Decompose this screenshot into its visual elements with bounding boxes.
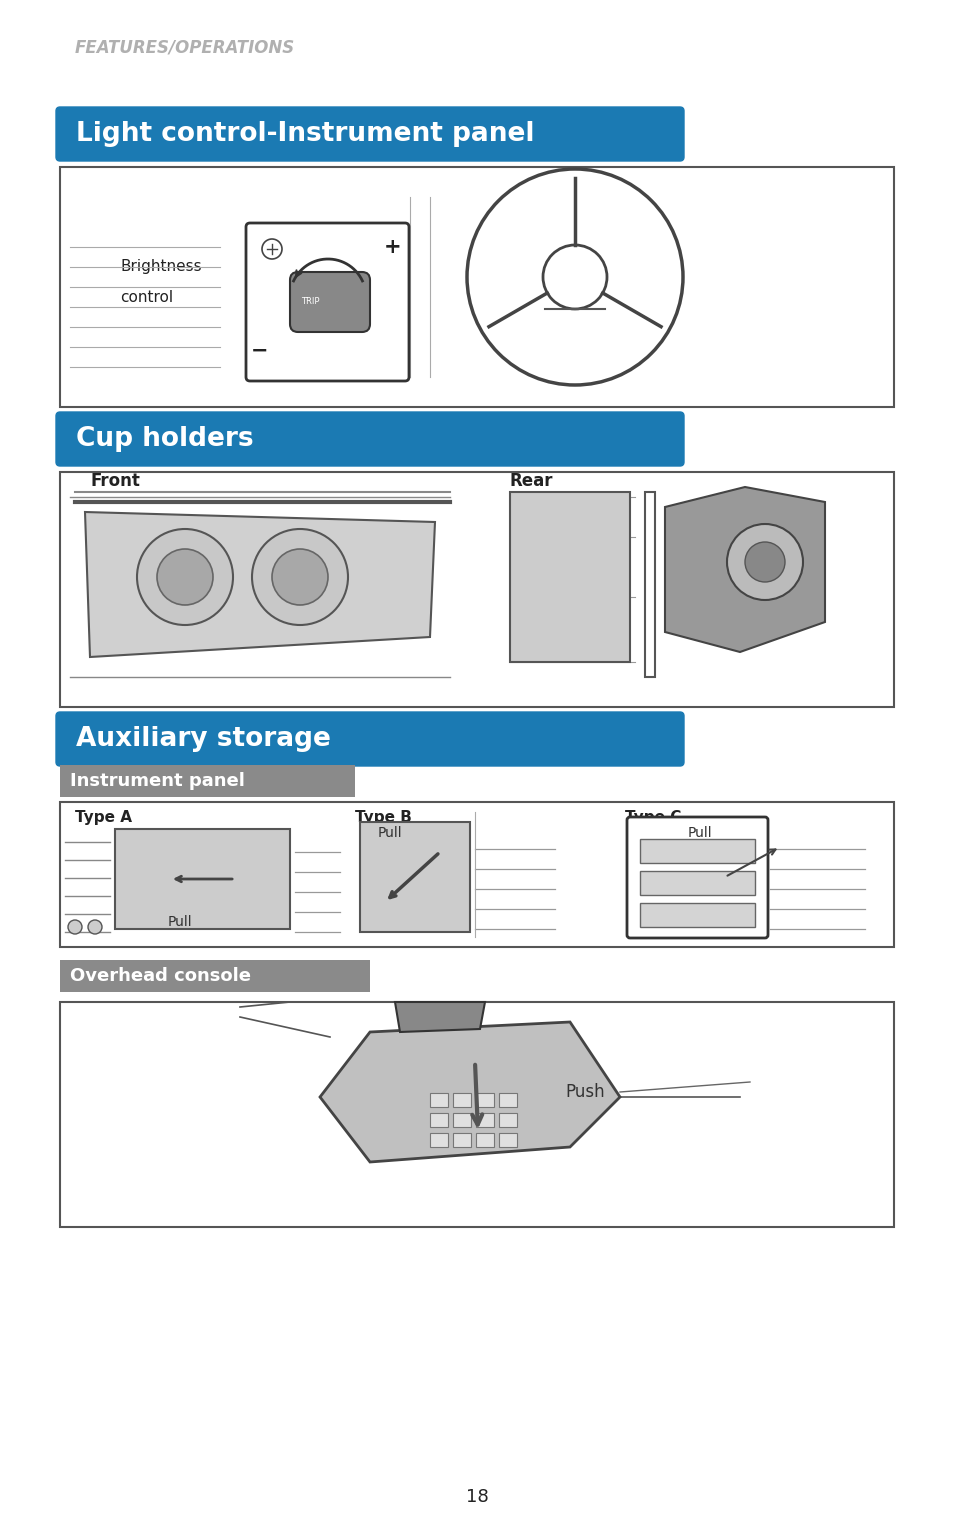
Text: +: + — [384, 237, 401, 257]
Bar — [430, 1093, 448, 1107]
Circle shape — [68, 919, 82, 935]
Text: Auxiliary storage: Auxiliary storage — [76, 725, 331, 751]
Bar — [453, 1133, 471, 1147]
Bar — [453, 1093, 471, 1107]
Bar — [498, 1093, 517, 1107]
FancyBboxPatch shape — [246, 223, 409, 382]
Text: TRIP: TRIP — [300, 298, 319, 307]
Text: Push: Push — [564, 1083, 604, 1101]
Circle shape — [744, 542, 784, 582]
Text: −: − — [251, 341, 269, 360]
Bar — [639, 902, 754, 927]
Bar — [510, 492, 629, 663]
Bar — [476, 1093, 494, 1107]
Polygon shape — [395, 1002, 484, 1032]
Text: Front: Front — [90, 472, 140, 490]
Text: Type B: Type B — [355, 809, 412, 825]
FancyBboxPatch shape — [56, 107, 683, 160]
Circle shape — [726, 524, 802, 600]
Bar — [60, 166, 893, 408]
Text: Type A: Type A — [75, 809, 132, 825]
Bar — [60, 472, 893, 707]
Bar — [644, 492, 655, 676]
Circle shape — [272, 550, 328, 605]
Bar — [498, 1113, 517, 1127]
Bar — [115, 829, 290, 928]
Text: Pull: Pull — [687, 826, 712, 840]
Circle shape — [88, 919, 102, 935]
Bar — [60, 960, 370, 993]
FancyBboxPatch shape — [626, 817, 767, 938]
Text: Cup holders: Cup holders — [76, 426, 253, 452]
Text: Instrument panel: Instrument panel — [70, 773, 245, 789]
Text: Pull: Pull — [377, 826, 402, 840]
Polygon shape — [319, 1022, 619, 1162]
Bar — [60, 1002, 893, 1228]
Bar — [476, 1133, 494, 1147]
Bar — [60, 802, 893, 947]
Bar — [453, 1113, 471, 1127]
Circle shape — [262, 240, 282, 260]
Text: Overhead console: Overhead console — [70, 967, 251, 985]
Circle shape — [137, 528, 233, 625]
FancyBboxPatch shape — [56, 712, 683, 767]
Bar — [430, 1133, 448, 1147]
FancyBboxPatch shape — [56, 412, 683, 466]
Polygon shape — [664, 487, 824, 652]
Bar — [498, 1133, 517, 1147]
Text: Rear: Rear — [510, 472, 553, 490]
Text: 18: 18 — [465, 1487, 488, 1506]
Text: FEATURES/OPERATIONS: FEATURES/OPERATIONS — [75, 38, 294, 56]
Bar — [60, 765, 355, 797]
Bar — [639, 838, 754, 863]
Polygon shape — [85, 512, 435, 657]
Circle shape — [252, 528, 348, 625]
Text: Type C: Type C — [624, 809, 680, 825]
Bar — [430, 1113, 448, 1127]
Bar — [476, 1113, 494, 1127]
Text: Brightness: Brightness — [120, 260, 201, 275]
Text: control: control — [120, 290, 172, 304]
Text: Light control-Instrument panel: Light control-Instrument panel — [76, 121, 534, 147]
Text: Pull: Pull — [168, 915, 193, 928]
Circle shape — [157, 550, 213, 605]
FancyBboxPatch shape — [290, 272, 370, 331]
Bar — [359, 822, 470, 931]
Bar — [639, 870, 754, 895]
